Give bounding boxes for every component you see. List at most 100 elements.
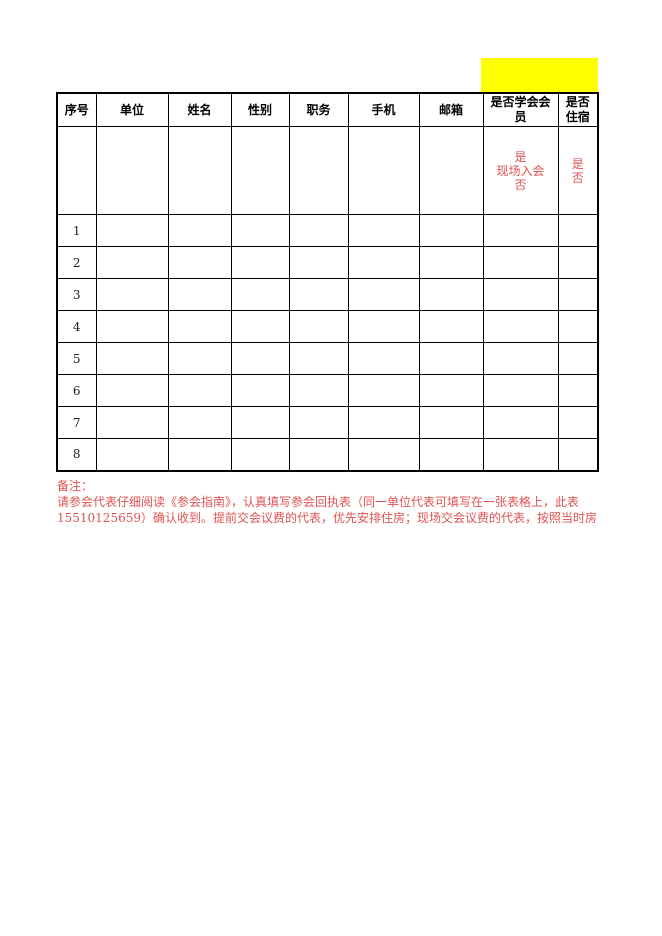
table-cell[interactable] [347, 246, 420, 279]
header-cell-position: 职务 [288, 92, 349, 127]
table-cell[interactable] [347, 214, 420, 247]
table-cell[interactable] [347, 374, 420, 407]
table-cell[interactable] [288, 310, 349, 343]
lodging-options-cell: 是 否 [557, 126, 599, 215]
lodging-option-yes: 是 [571, 156, 584, 171]
table-row: 1 [56, 214, 599, 247]
membership-option-no: 否 [514, 177, 527, 192]
table-cell[interactable] [347, 126, 420, 215]
table-cell[interactable] [557, 374, 599, 407]
table-cell[interactable] [167, 374, 232, 407]
table-cell[interactable] [347, 278, 420, 311]
table-row: 8 [56, 438, 599, 471]
table-cell[interactable] [482, 278, 559, 311]
table-cell[interactable] [288, 342, 349, 375]
table-cell[interactable] [482, 246, 559, 279]
table-cell[interactable] [95, 310, 169, 343]
table-cell[interactable] [557, 278, 599, 311]
table-cell[interactable] [557, 342, 599, 375]
table-cell[interactable] [482, 406, 559, 439]
table-cell[interactable] [482, 342, 559, 375]
options-row: 是 现场入会 否 是 否 [56, 126, 599, 215]
table-cell[interactable] [230, 406, 290, 439]
table-cell[interactable] [418, 310, 484, 343]
table-cell[interactable] [167, 126, 232, 215]
row-number: 3 [56, 278, 97, 311]
remarks-label: 备注： [57, 479, 94, 493]
table-cell[interactable] [230, 310, 290, 343]
header-cell-email: 邮箱 [418, 92, 484, 127]
table-cell[interactable] [230, 342, 290, 375]
table-cell[interactable] [288, 246, 349, 279]
header-cell-serial: 序号 [56, 92, 97, 127]
table-cell[interactable] [230, 246, 290, 279]
table-cell[interactable] [288, 374, 349, 407]
table-row: 3 [56, 278, 599, 311]
table-cell[interactable] [418, 438, 484, 471]
table-cell[interactable] [482, 214, 559, 247]
table-cell[interactable] [230, 278, 290, 311]
row-number: 7 [56, 406, 97, 439]
table-cell[interactable] [418, 342, 484, 375]
table-cell[interactable] [557, 246, 599, 279]
table-cell[interactable] [95, 342, 169, 375]
table-cell[interactable] [288, 214, 349, 247]
highlight-yellow-block [481, 58, 598, 92]
table-cell[interactable] [418, 406, 484, 439]
table-cell[interactable] [167, 342, 232, 375]
table-cell[interactable] [557, 406, 599, 439]
table-cell[interactable] [288, 406, 349, 439]
table-cell[interactable] [56, 126, 97, 215]
table-cell[interactable] [230, 126, 290, 215]
table-cell[interactable] [230, 438, 290, 471]
table-cell[interactable] [418, 214, 484, 247]
table-cell[interactable] [418, 246, 484, 279]
header-cell-lodging: 是否住宿 [557, 92, 599, 127]
table-cell[interactable] [167, 246, 232, 279]
header-cell-name: 姓名 [167, 92, 232, 127]
table-cell[interactable] [95, 246, 169, 279]
table-cell[interactable] [482, 310, 559, 343]
table-cell[interactable] [347, 310, 420, 343]
row-number: 6 [56, 374, 97, 407]
table-row: 6 [56, 374, 599, 407]
table-cell[interactable] [95, 214, 169, 247]
table-cell[interactable] [95, 438, 169, 471]
table-cell[interactable] [557, 438, 599, 471]
table-cell[interactable] [288, 278, 349, 311]
remarks-line-1: 请参会代表仔细阅读《参会指南》，认真填写参会回执表（同一单位代表可填写在一张表格… [57, 495, 580, 509]
table-cell[interactable] [230, 374, 290, 407]
table-cell[interactable] [167, 406, 232, 439]
table-cell[interactable] [482, 438, 559, 471]
header-cell-gender: 性别 [230, 92, 290, 127]
table-cell[interactable] [167, 214, 232, 247]
table-cell[interactable] [167, 310, 232, 343]
table-cell[interactable] [418, 126, 484, 215]
table-row: 2 [56, 246, 599, 279]
lodging-option-no: 否 [571, 170, 584, 185]
table-row: 4 [56, 310, 599, 343]
table-cell[interactable] [557, 214, 599, 247]
table-cell[interactable] [418, 278, 484, 311]
table-cell[interactable] [347, 438, 420, 471]
table-cell[interactable] [288, 126, 349, 215]
table-row: 7 [56, 406, 599, 439]
table-cell[interactable] [167, 438, 232, 471]
table-cell[interactable] [557, 310, 599, 343]
header-cell-unit: 单位 [95, 92, 169, 127]
table-cell[interactable] [167, 278, 232, 311]
membership-option-yes: 是 [514, 149, 527, 164]
table-row: 5 [56, 342, 599, 375]
row-number: 8 [56, 438, 97, 471]
remarks-block: 备注： 请参会代表仔细阅读《参会指南》，认真填写参会回执表（同一单位代表可填写在… [57, 478, 621, 526]
table-cell[interactable] [95, 406, 169, 439]
table-cell[interactable] [347, 342, 420, 375]
table-cell[interactable] [482, 374, 559, 407]
table-cell[interactable] [418, 374, 484, 407]
table-cell[interactable] [347, 406, 420, 439]
table-cell[interactable] [288, 438, 349, 471]
table-cell[interactable] [230, 214, 290, 247]
table-cell[interactable] [95, 278, 169, 311]
table-cell[interactable] [95, 374, 169, 407]
table-cell[interactable] [95, 126, 169, 215]
